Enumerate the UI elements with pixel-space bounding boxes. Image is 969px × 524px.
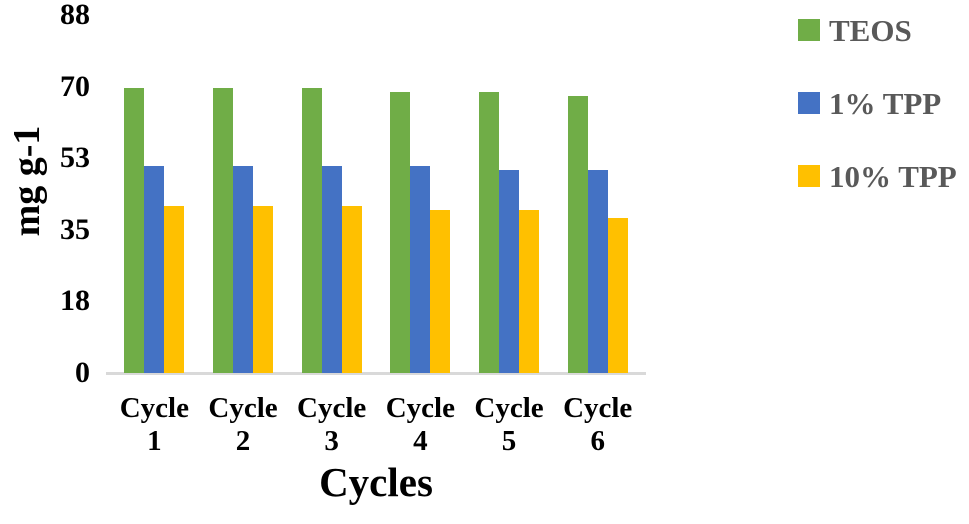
bar-group (110, 15, 199, 373)
legend-swatch-icon (798, 92, 820, 114)
y-tick-label: 88 (60, 0, 90, 31)
x-category-label: Cycle 6 (563, 392, 633, 457)
x-axis-labels: Cycle 1 Cycle 2 Cycle 3 Cycle 4 Cycle 5 Cycle 6 (110, 392, 642, 458)
y-tick-label: 70 (60, 69, 90, 103)
bar-teos (213, 88, 233, 373)
x-axis-title: Cycles (319, 459, 433, 505)
bar-teos (124, 88, 145, 373)
y-tick-label: 18 (60, 284, 90, 318)
y-axis-ticks: 0 18 35 53 70 88 (0, 0, 90, 388)
y-tick-label: 35 (60, 212, 90, 246)
y-tick-label: 0 (75, 356, 90, 389)
x-category-label: Cycle 5 (474, 392, 544, 457)
bar-10-tpp (253, 206, 273, 373)
legend-swatch-icon (798, 19, 820, 41)
bar-1-tpp (587, 169, 608, 373)
bar-group (287, 15, 376, 373)
bar-10-tpp (430, 210, 451, 373)
x-category-label: Cycle 1 (119, 392, 189, 457)
x-category-label: Cycle 2 (208, 392, 278, 457)
legend-label: 10% TPP (829, 158, 957, 194)
x-axis-line (106, 372, 646, 375)
bar-10-tpp (164, 206, 185, 373)
bar-group (376, 15, 465, 373)
bar-1-tpp (499, 169, 520, 373)
plot-area (110, 15, 642, 373)
bar-teos (390, 92, 411, 373)
bar-10-tpp (341, 206, 362, 373)
x-category-label: Cycle 4 (385, 392, 455, 457)
legend: TEOS 1% TPP 10% TPP (798, 13, 957, 232)
bar-group (465, 15, 554, 373)
bar-10-tpp (519, 210, 540, 373)
bar-1-tpp (410, 165, 431, 373)
bar-10-tpp (607, 218, 628, 373)
legend-item: 10% TPP (798, 159, 957, 193)
bar-1-tpp (233, 165, 253, 373)
bar-teos (479, 92, 500, 373)
legend-label: 1% TPP (829, 85, 942, 121)
bar-group (553, 15, 642, 373)
bar-teos (567, 96, 588, 373)
legend-swatch-icon (798, 165, 820, 187)
y-tick-label: 53 (60, 141, 90, 175)
bar-teos (301, 88, 322, 373)
legend-label: TEOS (829, 12, 912, 48)
x-category-label: Cycle 3 (297, 392, 367, 457)
bar-1-tpp (321, 165, 342, 373)
bar-group (199, 15, 288, 373)
legend-item: 1% TPP (798, 86, 957, 120)
bar-1-tpp (144, 165, 165, 373)
legend-item: TEOS (798, 13, 957, 47)
